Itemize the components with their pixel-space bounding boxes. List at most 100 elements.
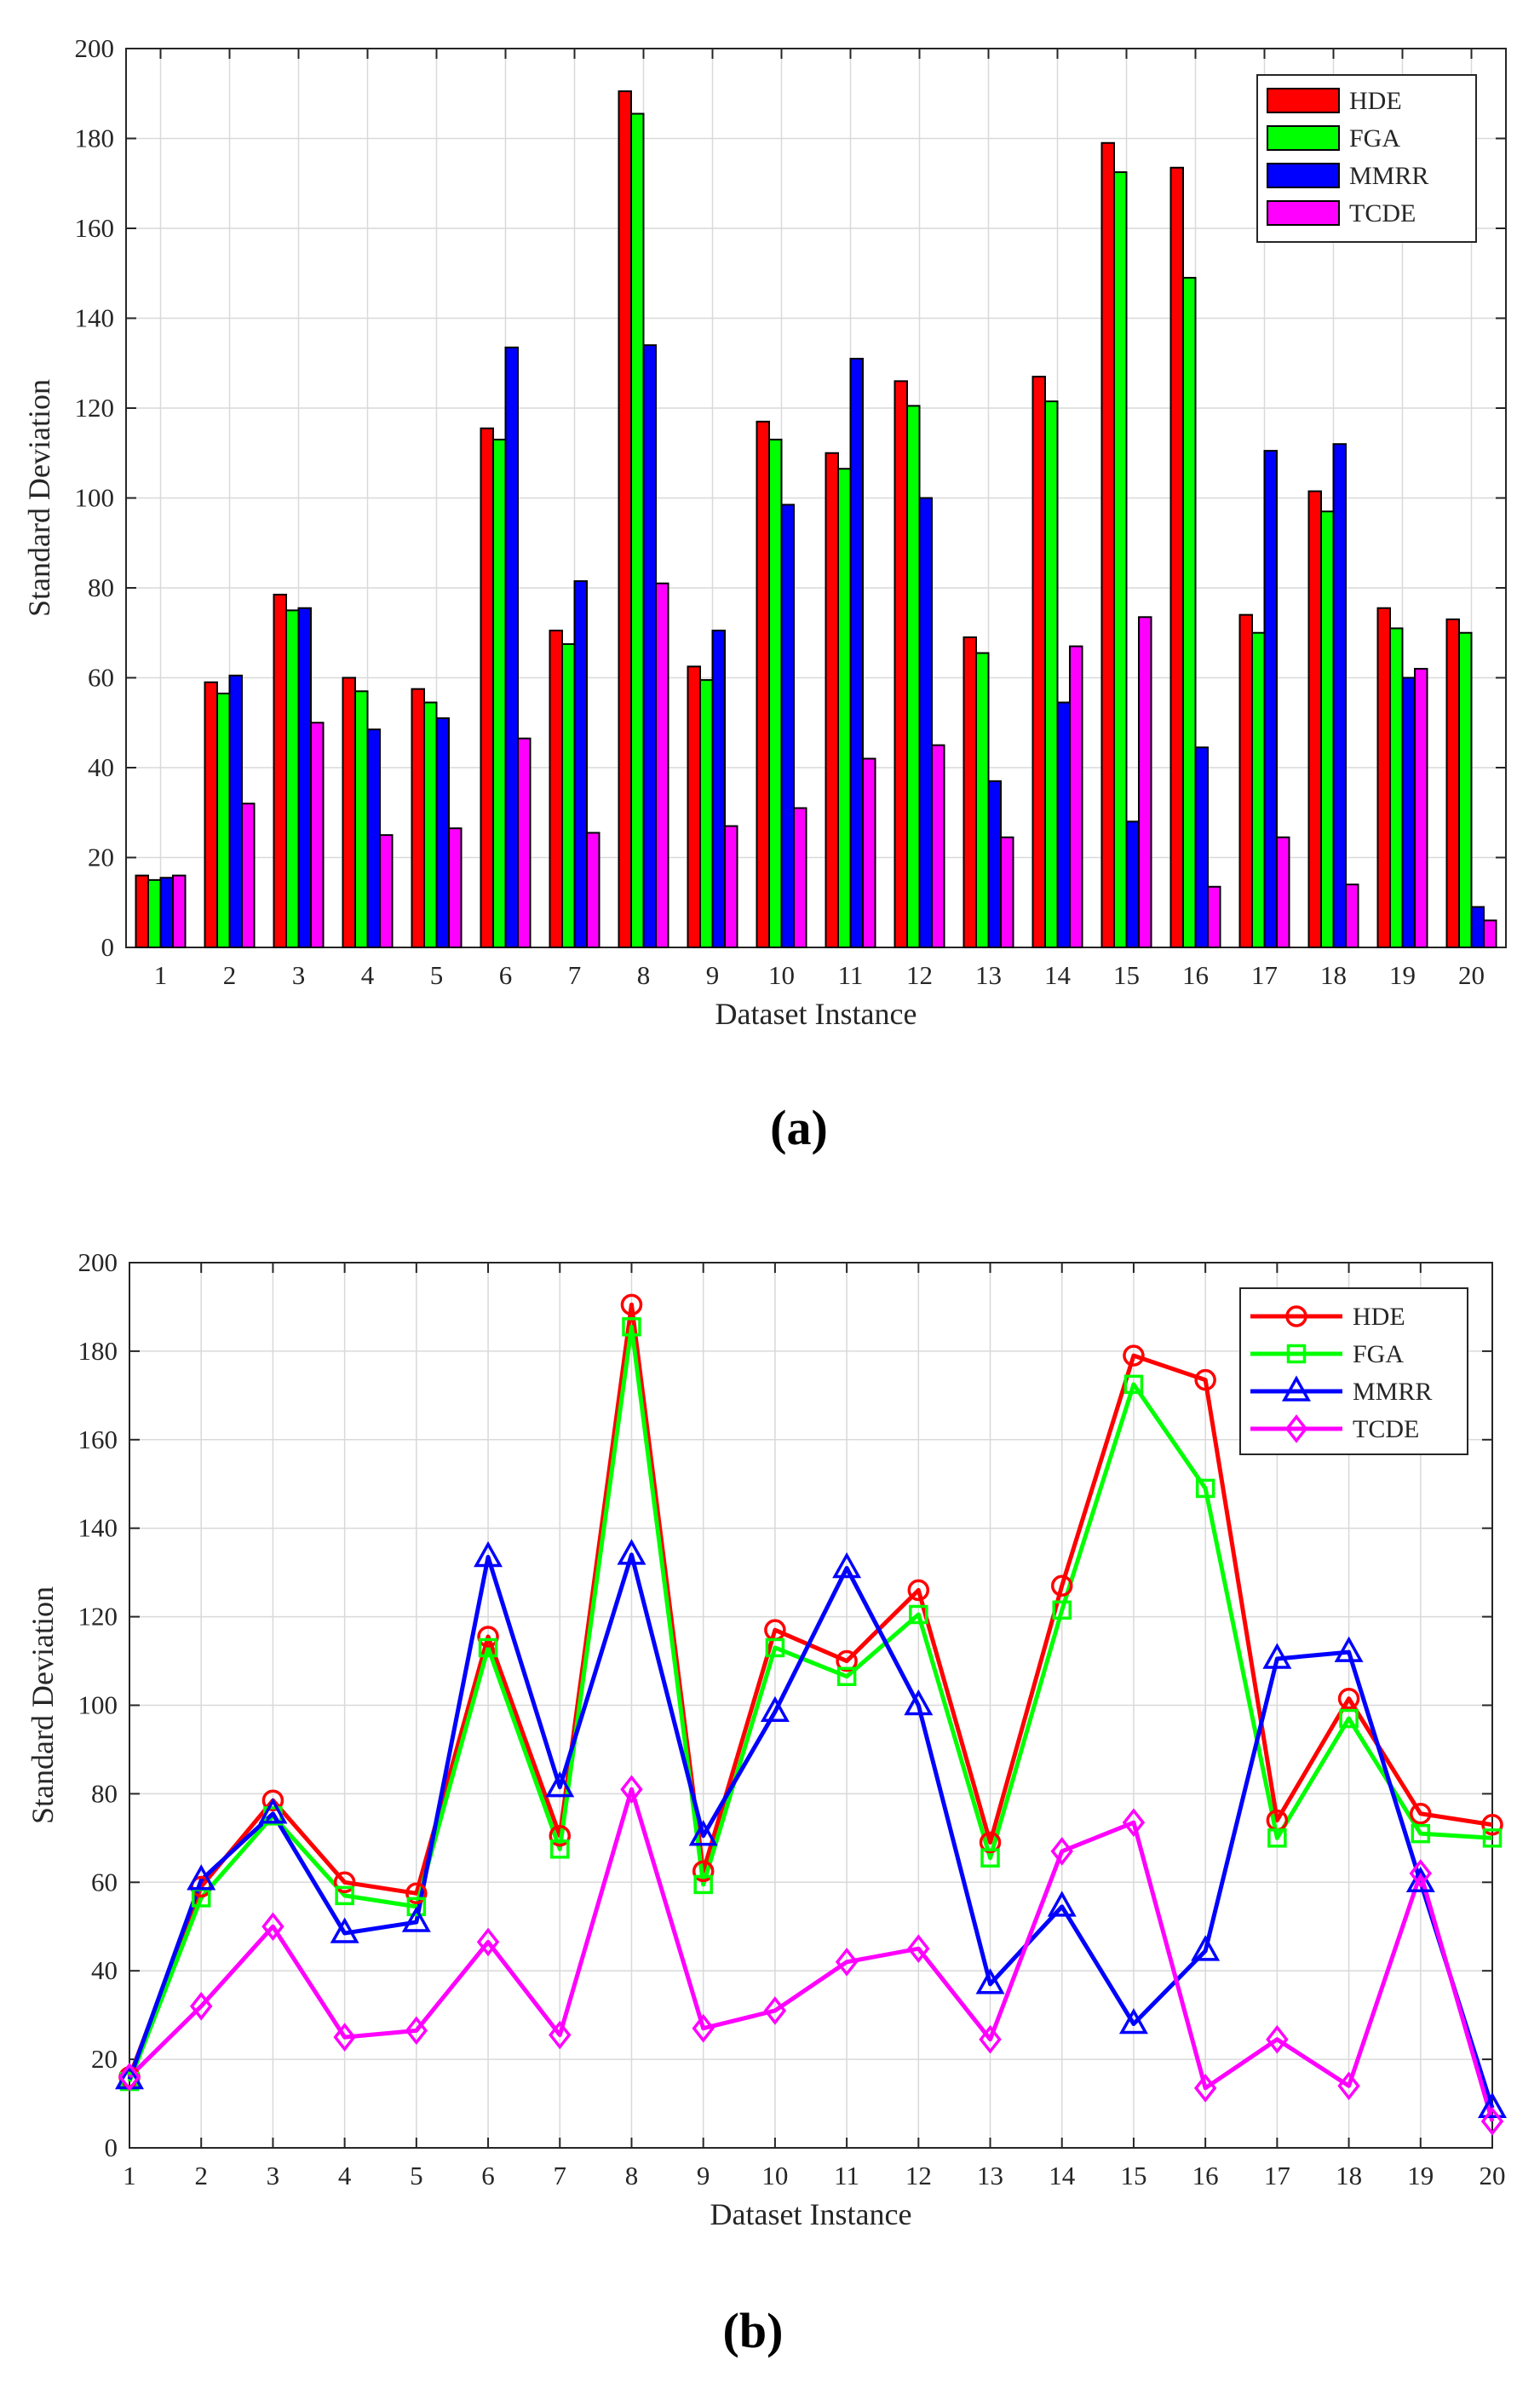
x-tick-label: 5	[410, 2161, 423, 2190]
point-hde	[1481, 1814, 1503, 1836]
x-tick-label: 11	[838, 960, 864, 990]
point-tcde	[1266, 2024, 1289, 2054]
bar-mmrr	[297, 607, 312, 948]
y-tick-label: 20	[88, 843, 114, 872]
x-tick-label: 6	[481, 2161, 495, 2190]
y-tick-label: 100	[75, 483, 115, 513]
bar-tcde	[793, 807, 807, 948]
panel-label-b: (b)	[723, 2303, 784, 2358]
x-tick-label: 19	[1407, 2161, 1434, 2190]
point-mmrr	[1047, 1891, 1077, 1917]
bar-mmrr	[1263, 450, 1278, 948]
bar-hde	[342, 676, 356, 948]
legend-swatch-fga	[1267, 125, 1340, 151]
point-fga	[693, 1874, 713, 1895]
bar-mmrr	[504, 346, 519, 949]
point-mmrr	[1262, 1643, 1292, 1669]
bar-hde	[1445, 618, 1460, 948]
point-hde	[1337, 1687, 1360, 1710]
bar-mmrr	[1194, 746, 1209, 949]
bar-tcde	[586, 832, 600, 948]
point-tcde	[1122, 1808, 1146, 1838]
bar-mmrr	[573, 580, 588, 949]
x-tick-label: 11	[834, 2161, 859, 2190]
x-tick-label: 15	[1113, 960, 1140, 990]
point-tcde	[835, 1947, 859, 1977]
legend-label-tcde: TCDE	[1349, 199, 1416, 227]
x-tick-label: 20	[1480, 2161, 1506, 2190]
point-hde	[979, 1831, 1002, 1854]
bar-tcde	[655, 582, 669, 948]
point-fga	[1411, 1823, 1431, 1844]
x-tick-label: 19	[1389, 960, 1416, 990]
bar-fga	[354, 690, 369, 948]
y-tick-label: 40	[91, 1955, 118, 1985]
x-tick-label: 13	[975, 960, 1002, 990]
point-fga	[980, 1848, 1000, 1868]
y-tick-label: 0	[105, 2133, 118, 2162]
point-fga	[622, 1317, 641, 1337]
y-tick-label: 20	[91, 2044, 118, 2074]
bar-mmrr	[1332, 443, 1347, 948]
bar-hde	[273, 593, 287, 948]
point-fga	[335, 1885, 354, 1906]
point-mmrr	[617, 1539, 646, 1565]
point-hde	[333, 1871, 356, 1894]
bar-fga	[1113, 171, 1128, 948]
x-tick-label: 12	[905, 2161, 932, 2190]
series-line-tcde	[128, 1787, 1495, 2122]
point-fga	[1052, 1600, 1072, 1620]
point-tcde	[1480, 2106, 1504, 2136]
point-tcde	[763, 1996, 787, 2025]
bar-fga	[768, 438, 783, 948]
bar-mmrr	[780, 504, 795, 948]
y-axis-label: Standard Deviation	[26, 1586, 60, 1824]
bar-hde	[480, 427, 494, 948]
bar-mmrr	[918, 497, 933, 948]
bar-hde	[1100, 141, 1115, 948]
bar-mmrr	[366, 728, 381, 948]
x-tick-label: 9	[697, 2161, 710, 2190]
point-mmrr	[401, 1906, 431, 1932]
panel-label-a: (a)	[770, 1100, 828, 1155]
point-mmrr	[904, 1689, 934, 1716]
y-tick-label: 80	[88, 573, 114, 602]
bar-tcde	[241, 803, 256, 949]
x-tick-label: 3	[267, 2161, 280, 2190]
x-tick-label: 7	[568, 960, 582, 990]
bar-tcde	[172, 874, 187, 948]
legend-marker-fga	[1286, 1344, 1307, 1364]
point-hde	[405, 1882, 428, 1905]
y-tick-label: 140	[75, 303, 115, 333]
y-tick-label: 180	[75, 124, 115, 153]
legend-swatch-hde	[1267, 88, 1340, 113]
bar-tcde	[1483, 919, 1497, 948]
point-tcde	[118, 2063, 141, 2092]
point-mmrr	[1478, 2092, 1507, 2118]
bar-tcde	[1138, 616, 1152, 948]
legend-label-mmrr: MMRR	[1349, 162, 1428, 190]
point-fga	[1482, 1828, 1503, 1848]
x-tick-label: 9	[706, 960, 720, 990]
bar-tcde	[1069, 645, 1083, 948]
bar-tcde	[379, 834, 394, 948]
bar-mmrr	[642, 344, 657, 948]
point-tcde	[620, 1775, 643, 1805]
point-hde	[836, 1649, 858, 1672]
bar-hde	[894, 380, 908, 949]
bar-fga	[423, 701, 438, 948]
x-axis-label: Dataset Instance	[715, 997, 917, 1031]
point-mmrr	[1191, 1935, 1221, 1961]
bar-mmrr	[1125, 820, 1140, 948]
point-fga	[1339, 1708, 1359, 1729]
x-tick-label: 12	[906, 960, 933, 990]
y-tick-label: 120	[75, 393, 115, 423]
x-tick-label: 5	[430, 960, 444, 990]
point-mmrr	[760, 1695, 790, 1723]
point-fga	[765, 1638, 785, 1658]
bar-hde	[756, 420, 770, 948]
legend-label-tcde: TCDE	[1353, 1415, 1419, 1443]
point-tcde	[692, 2013, 715, 2043]
point-fga	[1195, 1478, 1215, 1499]
legend-label-hde: HDE	[1349, 87, 1402, 115]
